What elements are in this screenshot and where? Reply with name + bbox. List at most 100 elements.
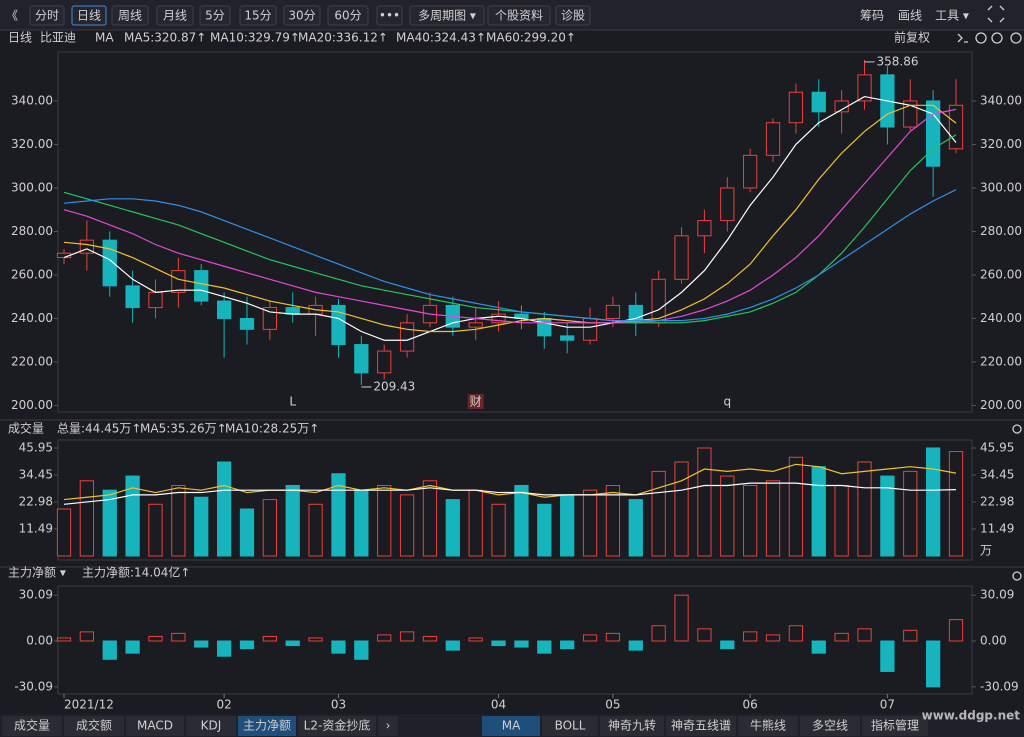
close-icon[interactable] — [1012, 571, 1022, 581]
toolbar-button[interactable] — [409, 5, 485, 26]
toolbar-button[interactable] — [71, 5, 107, 26]
toolbar-label[interactable]: 画线 — [898, 9, 922, 23]
tab[interactable] — [298, 716, 376, 736]
tab-label[interactable]: L2-资金抄底 — [304, 718, 371, 733]
y-tick-label: 30.09 — [980, 588, 1014, 602]
toolbar-label[interactable]: 月线 — [163, 9, 187, 23]
candle-body — [468, 322, 483, 328]
tab-label[interactable]: 多空线 — [812, 719, 848, 733]
bar — [399, 494, 415, 557]
toolbar-label[interactable]: 60分 — [334, 9, 361, 23]
bar — [834, 632, 849, 642]
tab[interactable] — [738, 716, 798, 736]
tab[interactable] — [64, 716, 124, 736]
tab[interactable] — [666, 716, 736, 736]
toolbar-label[interactable]: 分时 — [35, 9, 59, 23]
tab-label[interactable]: 主力净额 — [243, 719, 291, 733]
ma-line — [63, 134, 957, 324]
bar — [354, 640, 369, 660]
zoom-in-icon[interactable] — [975, 32, 987, 44]
toolbar-label[interactable]: 5分 — [205, 9, 225, 23]
tab-label[interactable]: 牛熊线 — [750, 718, 786, 733]
toolbar-label[interactable]: 诊股 — [561, 9, 585, 23]
toolbar-label[interactable]: ••• — [379, 9, 400, 23]
toolbar-label[interactable]: 15分 — [244, 9, 271, 23]
toolbar-label[interactable]: 工具 ▾ — [935, 9, 969, 23]
bar — [354, 489, 369, 557]
toolbar-label[interactable]: 筹码 — [860, 9, 884, 23]
toolbar-button[interactable] — [327, 5, 369, 26]
tab[interactable] — [186, 716, 236, 736]
bar — [79, 480, 95, 557]
toolbar-button[interactable] — [376, 5, 403, 26]
candle-body — [102, 239, 117, 287]
tab[interactable] — [2, 716, 62, 736]
bar — [788, 456, 804, 557]
tab-label[interactable]: MACD — [137, 719, 173, 733]
bar — [262, 499, 277, 557]
toolbar-label[interactable]: 个股资料 — [495, 9, 543, 23]
tab[interactable] — [126, 716, 184, 736]
toolbar-button[interactable] — [156, 5, 194, 26]
panel-title: 成交量 — [8, 421, 44, 436]
tab-label[interactable]: 神奇五线谱 — [671, 719, 731, 733]
bar — [674, 461, 689, 557]
event-marker[interactable]: 财 — [470, 395, 482, 409]
tab-label[interactable]: 成交额 — [76, 718, 112, 733]
toolbar-label[interactable]: 日线 — [77, 9, 101, 23]
toolbar-button[interactable] — [111, 5, 149, 26]
tab[interactable] — [482, 716, 540, 736]
tab-label[interactable]: BOLL — [555, 719, 586, 733]
close-icon[interactable] — [1010, 32, 1022, 44]
bar — [743, 631, 758, 642]
tab[interactable] — [800, 716, 860, 736]
bar — [468, 637, 483, 642]
tab[interactable] — [238, 716, 296, 736]
toolbar-button[interactable] — [239, 5, 277, 26]
candle-body — [674, 235, 689, 280]
settings-icon[interactable] — [1012, 424, 1022, 434]
icon[interactable] — [957, 33, 968, 43]
tab[interactable] — [600, 716, 664, 736]
y-tick-label: 300.00 — [980, 180, 1022, 194]
bar — [788, 625, 804, 642]
tab-label[interactable]: KDJ — [201, 719, 222, 733]
toolbar-label[interactable]: 多周期图 ▾ — [418, 9, 476, 23]
tab-label[interactable]: 成交量 — [14, 718, 50, 733]
y-tick-label: -30.09 — [980, 679, 1019, 693]
bar — [925, 640, 941, 688]
tab-label[interactable]: 神奇九转 — [608, 718, 656, 733]
tab[interactable] — [378, 716, 398, 736]
event-marker[interactable]: q — [723, 395, 731, 409]
tab-label[interactable]: › — [386, 719, 391, 733]
toolbar-button[interactable] — [29, 5, 65, 26]
bar — [239, 508, 255, 557]
bar — [628, 640, 643, 651]
ma-line — [63, 463, 957, 501]
panel-title[interactable]: 主力净额 ▾ — [8, 566, 66, 580]
toolbar-button[interactable] — [555, 5, 591, 26]
legend-item: MA10:329.79↑ — [210, 31, 300, 45]
tab[interactable] — [542, 716, 598, 736]
candle-body — [811, 91, 826, 113]
zoom-out-icon[interactable] — [991, 32, 1003, 44]
bar — [651, 625, 666, 642]
toolbar-button[interactable] — [199, 5, 231, 26]
toolbar-label[interactable]: 《 — [6, 9, 18, 23]
tab-label[interactable]: MA — [502, 719, 521, 733]
event-badge[interactable] — [467, 394, 484, 409]
bar — [285, 640, 300, 647]
toolbar-label[interactable]: 周线 — [118, 9, 142, 23]
tab-label[interactable]: 指标管理 — [871, 718, 919, 733]
candle-body — [125, 285, 140, 309]
toolbar-button[interactable] — [487, 5, 551, 26]
bar — [628, 499, 643, 557]
bar — [651, 470, 666, 557]
event-marker[interactable]: L — [289, 395, 296, 409]
toolbar-button[interactable] — [283, 5, 321, 26]
adjust-label[interactable]: 前复权 — [894, 30, 930, 45]
fullscreen-icon[interactable] — [987, 5, 1005, 23]
tab[interactable] — [862, 716, 928, 736]
candle-body — [216, 300, 232, 319]
toolbar-label[interactable]: 30分 — [288, 9, 315, 23]
